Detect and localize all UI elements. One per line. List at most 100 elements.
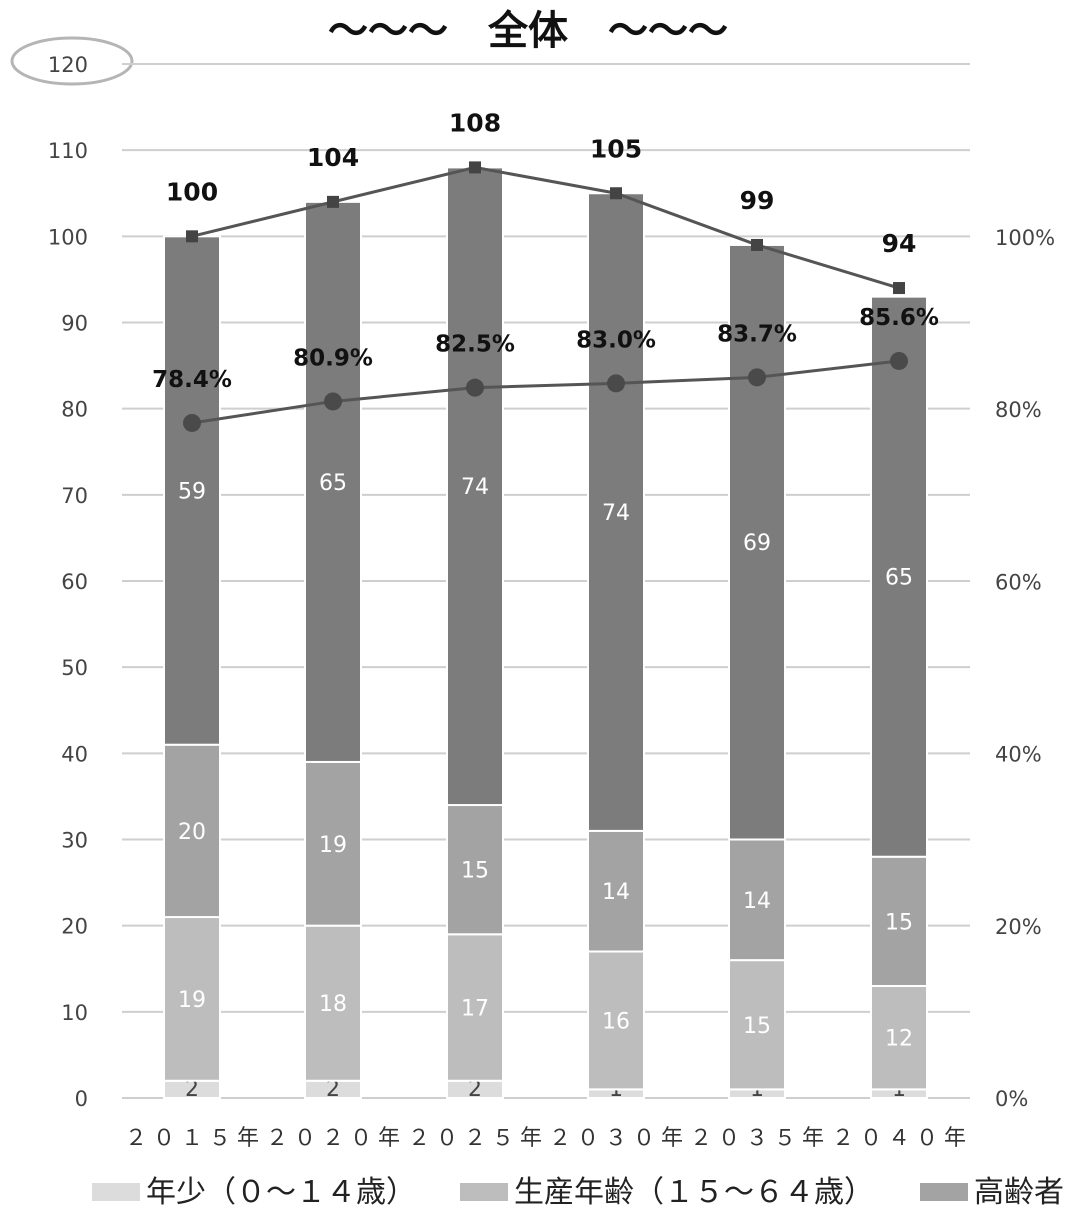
legend: 年少（０～１４歳） 生産年齢（１５～６４歳） 高齢者 — [92, 1175, 1064, 1208]
totals-marker — [610, 187, 622, 200]
totals-marker — [751, 238, 763, 251]
data-label: 69 — [743, 531, 771, 556]
y-axis-left: 0 10 20 30 40 50 60 70 80 90 100 110 120 — [48, 53, 88, 1111]
y-left-tick-label: 120 — [48, 53, 88, 77]
ratio-marker — [607, 374, 625, 393]
y-left-tick-label: 40 — [61, 742, 88, 766]
x-tick-label: ２０３５年 — [690, 1126, 830, 1151]
y-right-tick-label: 100% — [995, 226, 1055, 250]
ratio-label: 85.6% — [859, 305, 939, 331]
data-label: 59 — [178, 480, 206, 505]
y-right-tick-label: 0% — [995, 1087, 1028, 1111]
y-right-tick-label: 60% — [995, 570, 1042, 594]
y-left-tick-label: 20 — [61, 915, 88, 939]
data-label: 65 — [885, 566, 913, 591]
y-left-tick-label: 30 — [61, 829, 88, 853]
bar-segment — [870, 855, 928, 987]
total-label: 94 — [882, 229, 917, 258]
data-label: 18 — [319, 992, 347, 1017]
ratio-label: 83.0% — [576, 327, 656, 353]
totals-marker — [469, 161, 481, 174]
y-left-tick-label: 70 — [61, 484, 88, 508]
y-left-tick-label: 100 — [48, 225, 88, 249]
bar-segment — [870, 984, 928, 1091]
bar-segment — [163, 743, 221, 919]
total-label: 100 — [166, 177, 218, 206]
ratio-marker — [748, 368, 766, 387]
bar-segment — [163, 235, 221, 746]
x-axis: ２０１５年 ２０２０年 ２０２５年 ２０３０年 ２０３５年 ２０４０年 — [125, 1126, 972, 1151]
data-label: 74 — [461, 475, 489, 500]
ratio-label: 80.9% — [293, 345, 373, 371]
data-label: 2 — [326, 1077, 340, 1102]
ratio-label: 82.5% — [435, 332, 515, 358]
data-label: 2 — [468, 1077, 482, 1102]
legend-label: 年少（０～１４歳） — [146, 1175, 416, 1208]
bar-segment — [728, 838, 786, 962]
data-label: 74 — [602, 501, 630, 526]
legend-label: 高齢者 — [974, 1175, 1064, 1208]
data-label: 20 — [178, 820, 206, 845]
data-label: 14 — [743, 889, 771, 914]
y-left-tick-label: 90 — [61, 312, 88, 336]
ratio-marker — [466, 378, 484, 397]
data-label: 15 — [885, 910, 913, 935]
y-right-tick-label: 40% — [995, 743, 1042, 767]
ratio-marker — [890, 351, 908, 370]
bar-segment — [304, 924, 362, 1082]
y-left-tick-label: 80 — [61, 398, 88, 422]
data-label: 65 — [319, 471, 347, 496]
y-left-tick-label: 110 — [48, 139, 88, 163]
ratio-label: 83.7% — [717, 321, 797, 347]
bar-segment — [587, 192, 645, 832]
bar-segment — [446, 933, 504, 1082]
y-right-tick-label: 80% — [995, 398, 1042, 422]
legend-swatch — [460, 1183, 508, 1201]
total-label: 105 — [590, 134, 642, 163]
data-label: 19 — [178, 988, 206, 1013]
total-label: 99 — [740, 186, 775, 215]
legend-swatch — [920, 1183, 968, 1201]
x-tick-label: ２０２０年 — [266, 1126, 406, 1151]
y-left-tick-label: 50 — [61, 656, 88, 680]
data-label: 12 — [885, 1027, 913, 1052]
bar-segment — [304, 200, 362, 763]
x-tick-label: ２０４０年 — [832, 1126, 972, 1151]
data-label: 15 — [743, 1014, 771, 1039]
totals-marker — [327, 195, 339, 208]
bar-segment — [587, 829, 645, 953]
bars: 2192059218196521715741161474115146911215… — [163, 166, 928, 1102]
totals-marker — [893, 282, 905, 295]
ratio-marker — [324, 392, 342, 411]
x-tick-label: ２０２５年 — [408, 1126, 548, 1151]
y-left-tick-label: 60 — [61, 570, 88, 594]
chart-title: ～～～ 全体 ～～～ — [328, 8, 728, 54]
data-label: 17 — [461, 997, 489, 1022]
bar-segment — [728, 243, 786, 841]
total-label: 104 — [307, 143, 359, 172]
totals-marker — [186, 230, 198, 243]
ratio-label: 78.4% — [152, 367, 232, 393]
y-left-tick-label: 0 — [75, 1087, 88, 1111]
y-axis-right: 0% 20% 40% 60% 80% 100% — [995, 226, 1055, 1111]
bar-segment — [446, 804, 504, 936]
y-left-tick-label: 10 — [61, 1001, 88, 1025]
total-label: 108 — [449, 108, 501, 137]
data-label: 15 — [461, 859, 489, 884]
totals-line — [191, 165, 900, 290]
highlight-ellipse — [10, 36, 134, 86]
lines: 100 104 108 105 99 94 78.4% 80.9% 82.5% 83.0% 83.7… — [152, 108, 939, 432]
x-tick-label: ２０１５年 — [125, 1126, 265, 1151]
data-label: 19 — [319, 833, 347, 858]
data-label: 16 — [602, 1009, 630, 1034]
bar-segment — [728, 959, 786, 1091]
legend-label: 生産年齢（１５～６４歳） — [514, 1175, 874, 1208]
data-label: 2 — [185, 1077, 199, 1102]
bar-segment — [446, 166, 504, 807]
gridlines — [122, 63, 970, 1099]
y-right-tick-label: 20% — [995, 915, 1042, 939]
ratio-line — [191, 359, 900, 425]
bar-segment — [870, 295, 928, 858]
ratio-marker — [183, 413, 201, 432]
